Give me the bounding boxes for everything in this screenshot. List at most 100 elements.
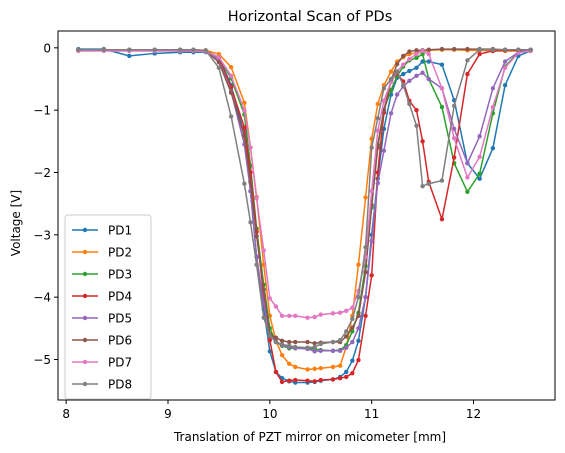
data-point [305, 315, 310, 320]
y-tick-label: −3 [33, 228, 51, 242]
data-point [414, 55, 419, 61]
data-point [439, 217, 445, 222]
data-point [363, 195, 368, 200]
data-point [356, 357, 361, 363]
data-point [228, 90, 234, 95]
x-tick-label: 10 [262, 407, 277, 421]
data-point [344, 369, 349, 375]
data-point [439, 178, 445, 183]
data-point [363, 294, 368, 300]
legend-label: PD1 [108, 224, 132, 238]
data-point [356, 326, 361, 331]
data-point [337, 363, 343, 368]
data-point [369, 238, 374, 244]
data-point [337, 310, 343, 315]
data-point [350, 370, 355, 376]
data-point [381, 86, 387, 91]
data-point [426, 59, 431, 64]
data-point [318, 366, 323, 371]
data-point [516, 47, 521, 52]
data-point [191, 47, 196, 52]
data-point [101, 47, 107, 52]
data-point [414, 123, 419, 128]
data-point [350, 339, 355, 345]
x-tick-label: 11 [364, 407, 379, 421]
data-point [350, 305, 355, 310]
data-point [330, 377, 336, 382]
data-point [477, 51, 482, 57]
data-point [273, 369, 279, 375]
x-tick-label: 12 [466, 407, 481, 421]
data-point [330, 339, 336, 345]
data-point [318, 341, 323, 347]
data-point [350, 358, 355, 363]
legend: PD1 PD2 PD3 PD4 PD5 PD6 PD7 PD8 [64, 214, 152, 400]
data-point [312, 366, 317, 372]
x-axis-label: Translation of PZT mirror on micometer [… [173, 430, 446, 444]
data-point [305, 345, 310, 350]
data-point [490, 145, 496, 151]
y-tick-label: −5 [33, 353, 51, 367]
data-point [401, 53, 406, 59]
data-point [318, 312, 323, 317]
data-point [465, 175, 470, 180]
data-point [356, 262, 361, 267]
data-point [242, 107, 247, 113]
data-point [279, 338, 285, 343]
data-point [414, 51, 419, 57]
data-point [127, 53, 132, 59]
data-point [420, 51, 425, 57]
legend-label: PD5 [108, 312, 132, 326]
data-point [451, 126, 457, 132]
plot-frame [57, 30, 556, 401]
data-point [344, 334, 349, 339]
data-point [369, 188, 374, 194]
data-point [407, 101, 412, 107]
data-point [178, 47, 183, 52]
data-point [414, 107, 419, 113]
legend-swatch-marker [82, 381, 88, 387]
data-point [414, 65, 419, 70]
data-point [261, 248, 266, 253]
data-point [318, 377, 323, 383]
data-point [502, 83, 508, 88]
data-point [381, 148, 387, 153]
data-point [312, 341, 317, 346]
data-point [451, 155, 457, 160]
data-point [465, 189, 470, 195]
data-point [254, 233, 259, 239]
legend-swatch-marker [82, 315, 88, 321]
data-point [375, 101, 380, 107]
legend-label: PD3 [108, 268, 132, 282]
y-tick-label: −1 [33, 104, 51, 118]
data-point [407, 78, 412, 84]
data-point [242, 100, 247, 105]
data-point [420, 70, 425, 75]
y-tick-label: 0 [43, 41, 51, 55]
data-point [318, 348, 323, 353]
data-point [267, 333, 273, 338]
legend-swatch-marker [82, 337, 88, 343]
data-point [279, 313, 285, 319]
legend-swatch-marker [82, 271, 88, 277]
data-point [477, 134, 482, 139]
x-axis: 8 9 10 11 12 [62, 400, 481, 421]
data-point [388, 76, 394, 82]
data-point [216, 65, 222, 70]
data-point [375, 180, 380, 186]
data-point [267, 349, 273, 354]
data-point [407, 56, 412, 62]
data-point [330, 348, 336, 353]
data-point [477, 47, 482, 52]
data-point [465, 71, 470, 77]
y-tick-label: −4 [33, 291, 51, 305]
data-point [528, 47, 533, 52]
data-point [369, 273, 374, 278]
y-axis: 0 −1 −2 −3 −4 −5 [33, 41, 58, 367]
data-point [407, 49, 412, 54]
x-tick-label: 9 [164, 407, 172, 421]
data-point [337, 375, 343, 381]
data-point [76, 47, 81, 52]
data-point [401, 71, 406, 77]
data-point [363, 313, 368, 319]
